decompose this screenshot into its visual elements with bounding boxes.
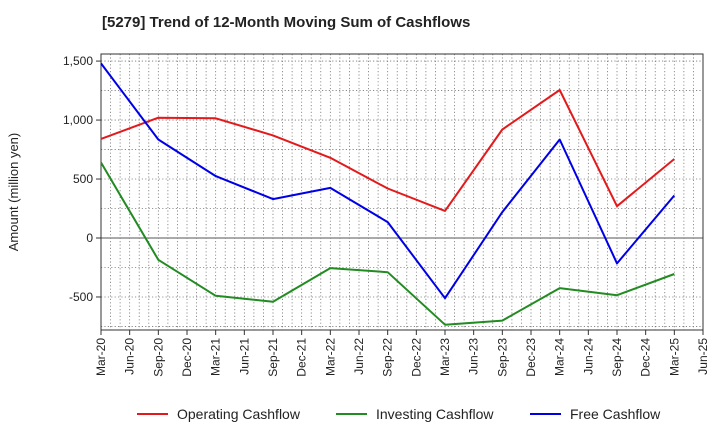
x-tick-label: Mar-22 <box>323 338 337 376</box>
x-tick-label: Sep-24 <box>610 338 624 377</box>
legend-label-free-cashflow: Free Cashflow <box>570 406 661 422</box>
y-tick-label: 1,000 <box>63 113 93 127</box>
chart-title: [5279] Trend of 12-Month Moving Sum of C… <box>102 14 471 31</box>
x-tick-label: Dec-20 <box>180 338 194 377</box>
x-tick-label: Dec-21 <box>295 338 309 377</box>
y-tick-label: 1,500 <box>63 54 93 68</box>
x-tick-label: Jun-24 <box>581 338 595 375</box>
grid-layer <box>101 54 703 330</box>
x-tick-label: Sep-21 <box>266 338 280 377</box>
series-line-operating-cashflow <box>100 89 675 212</box>
x-tick-label: Dec-22 <box>409 338 423 377</box>
legend-label-investing-cashflow: Investing Cashflow <box>376 406 494 422</box>
plot-frame <box>100 53 704 331</box>
x-tick-label: Dec-24 <box>639 338 653 377</box>
x-tick-label: Jun-23 <box>467 338 481 375</box>
x-tick-label: Mar-24 <box>553 338 567 376</box>
x-tick-label: Jun-20 <box>123 338 137 375</box>
x-tick-label: Sep-20 <box>151 338 165 377</box>
y-axis-title: Amount (million yen) <box>6 133 21 252</box>
x-tick-label: Jun-21 <box>237 338 251 375</box>
axis-layer: 1,500 1,000 500 0 -500 Mar-20 Jun-20 Sep-20 Dec-… <box>63 53 710 377</box>
x-tick-label: Mar-23 <box>438 338 452 376</box>
legend-label-operating-cashflow: Operating Cashflow <box>177 406 301 422</box>
series-layer <box>100 62 676 326</box>
x-tick-label: Mar-20 <box>94 338 108 376</box>
series-line-free-cashflow <box>100 62 676 300</box>
y-tick-label: 500 <box>73 172 93 186</box>
series-line-investing-cashflow <box>100 161 675 326</box>
x-tick-label: Jun-25 <box>696 338 710 375</box>
x-tick-label: Mar-25 <box>667 338 681 376</box>
legend: Operating Cashflow Investing Cashflow Free… <box>137 406 661 422</box>
x-tick-label: Mar-21 <box>209 338 223 376</box>
y-tick-label: 0 <box>86 231 93 245</box>
x-tick-label: Sep-23 <box>495 338 509 377</box>
x-tick-label: Dec-23 <box>524 338 538 377</box>
x-tick-label: Jun-22 <box>352 338 366 375</box>
x-tick-label: Sep-22 <box>381 338 395 377</box>
y-tick-label: -500 <box>69 290 93 304</box>
